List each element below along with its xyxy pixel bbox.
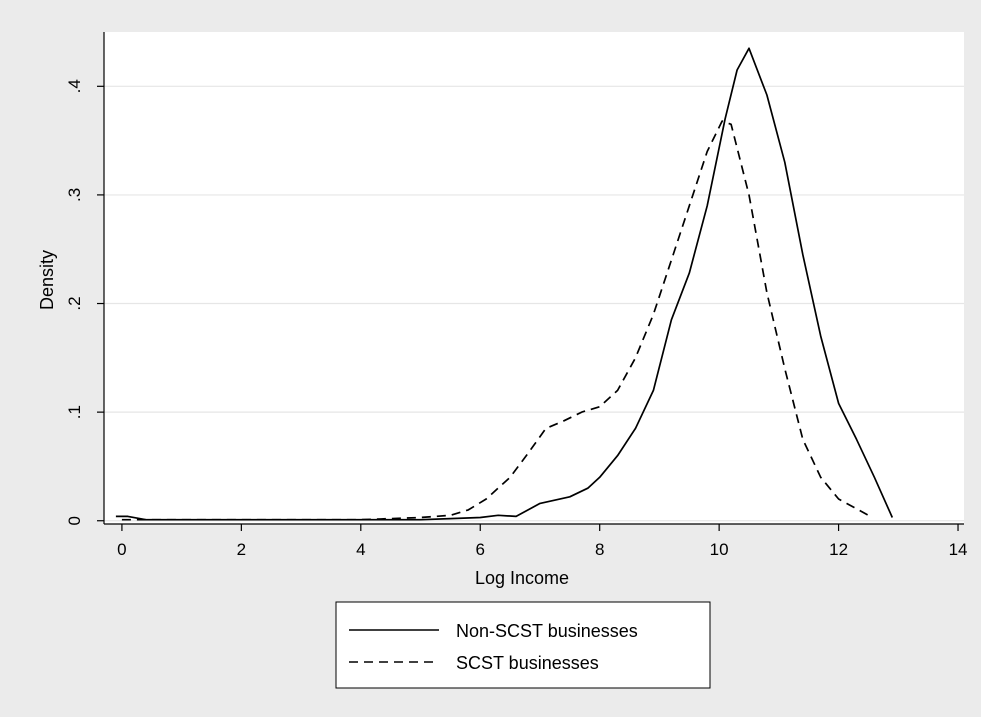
x-axis-title: Log Income <box>475 568 569 588</box>
series-layer <box>115 47 894 521</box>
x-tick-label: 10 <box>710 540 729 559</box>
ticks: 0 .1 .2 .3 .4 0 2 4 6 8 10 12 14 <box>65 79 967 559</box>
axes <box>103 32 964 525</box>
legend: Non-SCST businesses SCST businesses <box>335 601 711 689</box>
x-tick-label: 8 <box>595 540 604 559</box>
x-tick-label: 0 <box>117 540 126 559</box>
plot-area <box>104 32 964 524</box>
y-tick-label: .2 <box>65 296 84 310</box>
x-tick-label: 12 <box>829 540 848 559</box>
legend-label-non-scst: Non-SCST businesses <box>456 621 638 641</box>
gridlines <box>104 85 964 522</box>
x-tick-label: 6 <box>476 540 485 559</box>
series-line-scst <box>121 120 869 521</box>
x-tick-label: 4 <box>356 540 365 559</box>
y-tick-label: .4 <box>65 79 84 93</box>
y-axis-title: Density <box>37 250 57 310</box>
legend-label-scst: SCST businesses <box>456 653 599 673</box>
y-tick-label: .1 <box>65 405 84 419</box>
y-tick-label: 0 <box>65 516 84 525</box>
legend-box <box>335 601 711 689</box>
x-tick-label: 2 <box>237 540 246 559</box>
y-tick-label: .3 <box>65 188 84 202</box>
x-tick-label: 14 <box>949 540 968 559</box>
